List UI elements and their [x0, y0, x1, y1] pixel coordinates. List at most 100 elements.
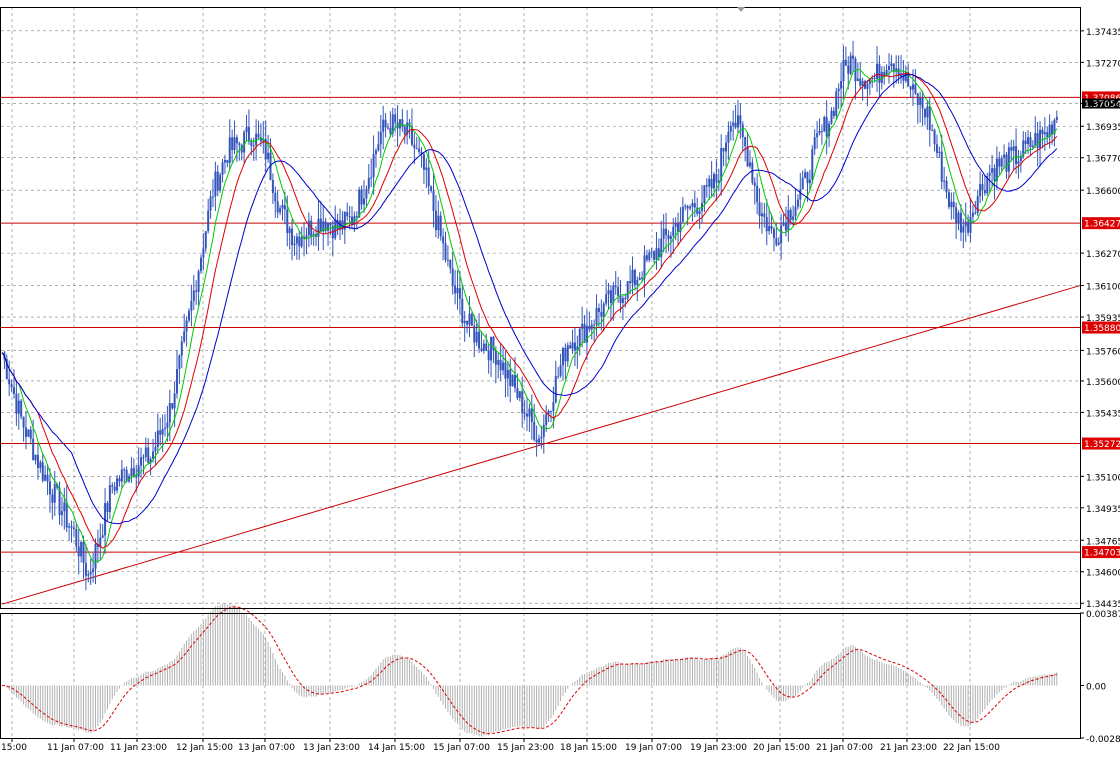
- candle-body: [794, 206, 797, 217]
- candle-body: [784, 222, 787, 231]
- candle-body: [499, 360, 502, 371]
- candle-body: [245, 127, 248, 133]
- time-tick-label: 11 Jan 07:00: [47, 743, 104, 753]
- candle-body: [861, 80, 864, 86]
- candle-body: [168, 403, 171, 423]
- candle-body: [271, 179, 274, 193]
- price-tick-label: 1.34935: [1086, 505, 1120, 515]
- candle-body: [523, 413, 526, 415]
- price-tick-label: 1.35600: [1086, 378, 1120, 388]
- candle-body: [796, 199, 799, 207]
- candle-body: [142, 456, 145, 458]
- time-tick-label: 13 Jan 07:00: [238, 743, 295, 753]
- candle-body: [355, 216, 358, 218]
- candle-body: [41, 462, 44, 481]
- candle-body: [159, 430, 162, 435]
- candle-body: [77, 546, 80, 557]
- candle-body: [262, 138, 265, 142]
- candle-body: [415, 148, 418, 150]
- candle-body: [871, 77, 874, 79]
- candle-body: [971, 212, 974, 217]
- candle-body: [907, 71, 910, 87]
- candle-body: [657, 248, 660, 258]
- candle-body: [741, 124, 744, 138]
- time-tick-label: 14 Jan 15:00: [368, 743, 425, 753]
- candle-body: [120, 469, 123, 482]
- candle-body: [286, 209, 289, 234]
- candle-body: [305, 235, 308, 239]
- candle-body: [1048, 124, 1051, 138]
- moving-average-line: [1, 72, 1058, 549]
- time-tick-label: 21 Jan 07:00: [816, 743, 873, 753]
- candle-body: [358, 189, 361, 218]
- candle-body: [609, 290, 612, 304]
- candle-body: [593, 324, 596, 326]
- candle-body: [372, 154, 375, 178]
- candle-body: [386, 127, 389, 129]
- candle-body: [540, 436, 543, 439]
- candle-body: [288, 228, 291, 234]
- candle-body: [123, 469, 126, 471]
- candle-body: [94, 543, 97, 569]
- candle-body: [597, 307, 600, 313]
- candle-body: [636, 279, 639, 286]
- candle-body: [490, 336, 493, 361]
- candle-body: [679, 221, 682, 233]
- candle-body: [641, 277, 644, 279]
- candle-body: [753, 182, 756, 186]
- candle-body: [1034, 133, 1037, 146]
- moving-average-line: [1, 74, 1058, 525]
- price-tick-label: 1.35935: [1086, 314, 1120, 324]
- candle-body: [96, 543, 99, 548]
- candle-body: [56, 483, 59, 488]
- candle-body: [933, 129, 936, 145]
- candle-body: [192, 290, 195, 301]
- candle-body: [703, 185, 706, 203]
- candle-body: [502, 362, 505, 371]
- candle-body: [135, 476, 138, 478]
- candle-body: [58, 487, 61, 516]
- candle-body: [847, 65, 850, 74]
- candle-body: [859, 78, 862, 86]
- candle-body: [811, 149, 814, 180]
- candle-body: [173, 393, 176, 409]
- candle-body: [84, 563, 87, 576]
- candle-body: [257, 133, 260, 138]
- candle-body: [547, 410, 550, 415]
- shift-marker-icon: [737, 7, 745, 12]
- candle-body: [566, 345, 569, 362]
- candle-body: [1043, 132, 1046, 135]
- time-tick-label: 22 Jan 15:00: [943, 743, 1000, 753]
- candle-body: [274, 192, 277, 202]
- candle-body: [108, 485, 111, 512]
- candle-body: [585, 325, 588, 343]
- candle-body: [789, 209, 792, 220]
- candle-body: [693, 203, 696, 208]
- candle-body: [72, 527, 75, 529]
- candle-body: [269, 152, 272, 180]
- osc-tick-label: 0.00: [1086, 682, 1106, 692]
- candle-body: [629, 281, 632, 284]
- candle-body: [1055, 117, 1058, 121]
- candle-body: [197, 271, 200, 292]
- candle-body: [187, 310, 190, 321]
- moving-average-line: [1, 68, 1058, 563]
- price-tick-label: 1.37054: [1086, 101, 1120, 111]
- price-tick-label: 1.35435: [1086, 409, 1120, 419]
- main-pane-frame: [0, 7, 1081, 609]
- candle-body: [995, 158, 998, 181]
- candle-body: [161, 429, 164, 435]
- candle-body: [955, 207, 958, 224]
- candle-body: [1019, 156, 1022, 162]
- candle-body: [176, 369, 179, 394]
- candle-body: [34, 454, 37, 461]
- candle-body: [365, 189, 368, 199]
- candle-body: [132, 468, 135, 477]
- candle-body: [986, 175, 989, 194]
- candle-body: [727, 131, 730, 143]
- candle-body: [904, 71, 907, 81]
- candle-body: [806, 172, 809, 184]
- candle-body: [434, 210, 437, 231]
- candle-body: [542, 424, 545, 437]
